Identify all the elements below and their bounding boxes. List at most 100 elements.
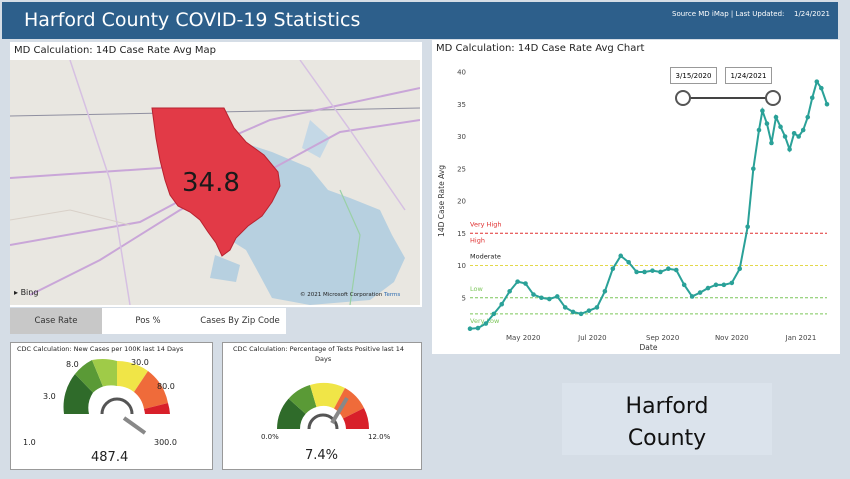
case-rate-point <box>467 326 473 332</box>
case-rate-point <box>773 114 779 120</box>
map-copyright: © 2021 Microsoft Corporation Terms <box>300 292 400 298</box>
gauge-positivity-min: 0.0% <box>261 433 279 441</box>
updated-date: 1/24/2021 <box>794 10 830 18</box>
county-name-line1: Harford <box>625 394 709 419</box>
case-rate-point <box>689 294 695 299</box>
header-bar: Harford County COVID-19 Statistics Sourc… <box>2 2 838 39</box>
date-slider-track[interactable] <box>683 97 773 99</box>
case-rate-point <box>751 166 756 172</box>
case-rate-point <box>642 269 647 275</box>
slider-start-handle[interactable] <box>675 90 691 106</box>
x-tick-label-2: Sep 2020 <box>646 334 679 342</box>
case-rate-point <box>531 292 536 297</box>
case-rate-point <box>796 134 801 139</box>
threshold-label-moderate: Moderate <box>470 253 501 261</box>
x-tick-label-4: Jan 2021 <box>785 334 817 342</box>
threshold-label-very-high: Very High <box>470 220 501 228</box>
gauge-cases-chart: 1.0 3.0 8.0 30.0 80.0 300.0 487.4 <box>23 358 177 465</box>
case-rate-point <box>515 279 520 284</box>
county-name-card: Harford County <box>562 383 772 455</box>
case-rate-point <box>562 305 568 310</box>
case-rate-point <box>586 308 592 313</box>
gauge-positivity-max: 12.0% <box>368 433 391 441</box>
slider-end-handle[interactable] <box>765 90 781 106</box>
y-tick-label-15: 15 <box>457 230 466 238</box>
map-case-rate-value: 34.8 <box>182 168 240 198</box>
case-rate-point <box>787 147 792 152</box>
gauge-cases-tick-300: 300.0 <box>154 438 177 447</box>
case-rate-point <box>805 114 811 120</box>
case-rate-point <box>760 108 765 113</box>
y-tick-label-20: 20 <box>457 198 466 206</box>
threshold-label-very-low: Very Low <box>470 317 500 325</box>
case-rate-point <box>673 267 679 273</box>
case-rate-point <box>539 295 544 301</box>
gauge-positivity-chart: 0.0% 12.0% 7.4% <box>261 382 391 463</box>
gauge-positivity-title-1: CDC Calculation: Percentage of Tests Pos… <box>233 345 405 353</box>
y-tick-label-10: 10 <box>457 262 466 270</box>
bing-logo: ▸ Bing <box>14 288 38 297</box>
case-rate-point <box>800 127 806 133</box>
case-rate-point <box>681 282 687 288</box>
gauge-positivity-value: 7.4% <box>305 448 338 463</box>
case-rate-point <box>791 130 797 136</box>
slider-start-date[interactable]: 3/15/2020 <box>670 67 717 84</box>
slider-end-date[interactable]: 1/24/2021 <box>725 67 772 84</box>
y-axis-label: 14D Case Rate Avg <box>437 165 446 237</box>
source-label: Source MD iMap | Last Updated: <box>672 10 785 18</box>
case-rate-point <box>737 266 743 272</box>
map-canvas <box>10 60 420 305</box>
tab-case-rate[interactable]: Case Rate <box>10 308 102 334</box>
y-tick-label-40: 40 <box>457 69 466 77</box>
map-panel-title: MD Calculation: 14D Case Rate Avg Map <box>14 45 217 56</box>
gauge-cases-panel: CDC Calculation: New Cases per 100K last… <box>10 342 213 470</box>
metric-tabs: Case Rate Pos % Cases By Zip Code <box>10 308 286 334</box>
case-rate-point <box>666 266 671 272</box>
case-rate-point <box>491 311 497 317</box>
case-rate-point <box>602 289 608 294</box>
case-rate-point <box>778 124 783 130</box>
case-rate-point <box>570 309 576 315</box>
case-rate-point <box>634 269 639 275</box>
county-name-line2: County <box>627 426 707 451</box>
y-tick-label-30: 30 <box>457 133 466 141</box>
gauge-cases-tick-1: 1.0 <box>23 438 36 447</box>
case-rate-point <box>769 140 774 146</box>
gauge-positivity-panel: CDC Calculation: Percentage of Tests Pos… <box>222 342 422 470</box>
case-rate-point <box>554 294 560 299</box>
case-rate-point <box>547 296 552 302</box>
tab-pos-percent[interactable]: Pos % <box>135 316 161 326</box>
case-rate-point <box>626 259 631 265</box>
gauge-cases-tick-30: 30.0 <box>131 358 149 367</box>
gauge-cases-tick-80: 80.0 <box>157 382 175 391</box>
case-rate-point <box>578 311 584 317</box>
case-rate-point <box>782 134 788 139</box>
y-tick-label-35: 35 <box>457 101 466 109</box>
case-rate-point <box>610 266 616 272</box>
case-rate-point <box>814 79 820 84</box>
y-tick-label-25: 25 <box>457 165 466 173</box>
case-rate-point <box>705 285 711 291</box>
terms-link[interactable]: Terms <box>384 292 401 298</box>
case-rate-point <box>713 282 719 288</box>
threshold-label-low: Low <box>470 285 483 293</box>
tab-cases-by-zip[interactable]: Cases By Zip Code <box>200 316 280 326</box>
threshold-label-high: High <box>470 236 485 244</box>
case-rate-point <box>697 290 703 295</box>
county-map[interactable]: 34.8 ▸ Bing © 2021 Microsoft Corporation… <box>10 60 420 305</box>
case-rate-point <box>721 282 727 288</box>
case-rate-chart: Very High High Moderate Low Very Low 5 10 15 20 2… <box>437 69 830 352</box>
gauge-cases-title: CDC Calculation: New Cases per 100K last… <box>17 345 184 353</box>
gauge-cases-value: 487.4 <box>91 450 128 465</box>
chart-panel-title: MD Calculation: 14D Case Rate Avg Chart <box>436 43 645 54</box>
x-axis-label: Date <box>640 343 658 352</box>
case-rate-point <box>523 281 528 286</box>
case-rate-point <box>756 127 762 133</box>
gauge-cases-tick-8: 8.0 <box>66 360 79 369</box>
x-tick-label-0: May 2020 <box>506 334 541 342</box>
case-rate-point <box>618 253 624 259</box>
case-rate-point <box>483 321 489 326</box>
case-rate-series-line <box>469 79 828 330</box>
case-rate-point <box>809 95 815 101</box>
page-title: Harford County COVID-19 Statistics <box>24 9 361 31</box>
